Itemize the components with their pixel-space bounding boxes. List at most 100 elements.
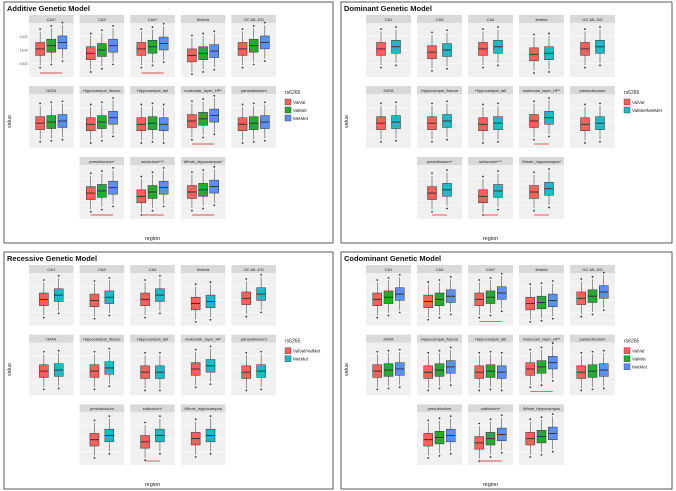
facet-strip (468, 86, 513, 94)
outlier-point (194, 283, 197, 286)
outlier-point (478, 422, 481, 425)
outlier-point (500, 389, 503, 392)
outlier-point (42, 350, 45, 353)
outlier-point (489, 418, 492, 421)
facet-label: subiculum*** (479, 159, 502, 164)
outlier-point (108, 385, 111, 388)
facet-strip (468, 157, 513, 165)
outlier-point (93, 419, 96, 422)
outlier-point (602, 349, 605, 352)
outlier-point (140, 142, 143, 144)
outlier-point (202, 207, 205, 210)
x-axis-label: region (483, 482, 498, 488)
outlier-point (162, 61, 165, 64)
facet-panel: Hippocampal_fissure (79, 334, 125, 396)
outlier-point (533, 100, 535, 103)
outlier-point (112, 135, 114, 138)
facet-label: HATA (46, 88, 56, 93)
facet-strip (417, 86, 462, 94)
outlier-point (497, 26, 499, 28)
facet-label: parasubiculum (241, 336, 268, 341)
facet-panel: Hippocampal_fissure (417, 334, 462, 396)
outlier-point (263, 101, 266, 104)
facet-label: subiculum* (143, 406, 163, 411)
facet-strip (29, 334, 74, 343)
outlier-point (144, 459, 146, 462)
facet-strip (180, 86, 226, 94)
facet-panel: HATA (366, 86, 411, 148)
outlier-point (39, 28, 42, 31)
facet-strip (130, 15, 175, 23)
outlier-point (478, 389, 481, 392)
outlier-point (144, 389, 146, 392)
facet-strip (231, 86, 276, 94)
outlier-point (500, 272, 503, 275)
y-tick-label: 1100 (20, 49, 28, 53)
facet-label: HATA (383, 88, 393, 93)
facet-panel: HATA (29, 334, 74, 396)
legend: rs6265 ValVal ValMet MetMet (284, 90, 309, 122)
outlier-point (387, 349, 390, 352)
outlier-point (42, 279, 45, 281)
outlier-point (500, 310, 503, 313)
outlier-point (209, 452, 212, 455)
legend-entry: ValMet (632, 357, 646, 362)
facet-label: Whole_hippocampus (523, 406, 560, 411)
facet-panel: CA1 (366, 265, 411, 326)
facet-panel: subiculum* (130, 404, 175, 465)
outlier-point (260, 388, 263, 391)
outlier-point (93, 280, 96, 282)
legend-title: rs6265 (285, 90, 301, 96)
outlier-point (380, 28, 382, 31)
outlier-point (529, 283, 532, 286)
facet-strip (366, 334, 411, 343)
outlier-point (478, 316, 481, 319)
facet-panel: GC-ML-DG (231, 15, 276, 77)
outlier-point (61, 60, 64, 63)
outlier-point (112, 205, 114, 208)
outlier-point (489, 314, 492, 317)
outlier-point (112, 25, 114, 27)
facet-panel: subiculum*** (130, 157, 175, 219)
facet-label: molecular_layer_HP* (184, 88, 222, 93)
outlier-point (191, 73, 193, 75)
outlier-point (245, 389, 248, 392)
outlier-point (245, 278, 248, 280)
outlier-point (438, 279, 441, 281)
facet-label: Hippocampal_tail (137, 336, 168, 341)
x-axis-label: region (145, 482, 160, 488)
facet-panel: fimbria (180, 265, 226, 326)
outlier-point (101, 67, 103, 70)
facet-panel: GC-ML-DG (231, 265, 276, 326)
facet-label: Whole_hippocampus* (522, 159, 561, 164)
outlier-point (398, 348, 401, 351)
outlier-point (93, 457, 96, 459)
outlier-point (548, 206, 550, 209)
outlier-point (540, 346, 543, 349)
outlier-point (191, 100, 193, 103)
y-axis-label: value (7, 115, 13, 128)
facet-panel: Whole_hippocampus (519, 404, 564, 465)
legend-swatch (623, 363, 631, 370)
legend-swatch (623, 355, 631, 362)
outlier-point (438, 417, 441, 420)
facet-label: molecular_layer_HP (185, 336, 221, 341)
outlier-point (580, 278, 583, 280)
outlier-point (602, 271, 605, 274)
facet-panel: fimbria (519, 265, 564, 326)
facet-panel: HATA (366, 334, 411, 396)
facet-label: Hippocampal_fissure (421, 88, 459, 93)
outlier-point (263, 21, 266, 24)
legend-entry: ValMet (293, 108, 307, 113)
facet-label: Hippocampal_fissure (421, 336, 459, 341)
facet-label: CA4 (149, 267, 158, 272)
outlier-point (61, 100, 64, 103)
facet-strip (570, 86, 615, 94)
x-axis-label: region (145, 236, 160, 242)
outlier-point (89, 172, 92, 175)
facet-strip (570, 265, 615, 273)
outlier-point (395, 64, 397, 67)
outlier-point (482, 142, 484, 144)
outlier-point (144, 351, 146, 354)
y-axis-label: value (344, 363, 350, 376)
